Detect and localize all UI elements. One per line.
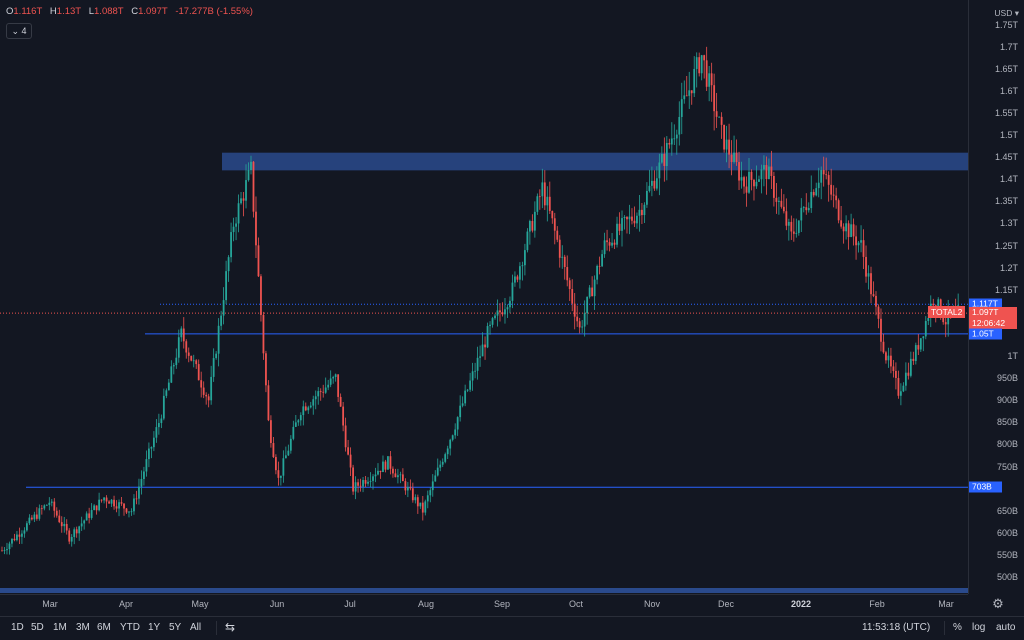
auto-toggle[interactable]: auto xyxy=(996,622,1016,633)
bar-countdown: 12:06:42 xyxy=(972,318,1006,329)
ohlc-legend: O1.116T H1.13T L1.088T C1.097T -17.277B … xyxy=(6,6,258,17)
range-button-1m[interactable]: 1M xyxy=(53,622,67,633)
symbol-tag: TOTAL2 xyxy=(928,306,966,318)
time-tick-label: Apr xyxy=(118,599,134,609)
percent-toggle[interactable]: % xyxy=(953,622,962,633)
resistance-zone[interactable] xyxy=(222,152,968,171)
time-tick-label: Feb xyxy=(869,599,885,609)
gear-icon[interactable]: ⚙ xyxy=(992,596,1004,611)
price-tick-label: 1.35T xyxy=(994,196,1018,207)
indicator-count: 4 xyxy=(21,26,27,36)
low-key: L xyxy=(88,6,95,17)
chart-pane[interactable]: O1.116T H1.13T L1.088T C1.097T -17.277B … xyxy=(0,0,968,594)
time-tick-label: Jul xyxy=(344,599,356,609)
high-key: H xyxy=(49,6,57,17)
price-tick-label: 1.3T xyxy=(999,218,1018,229)
price-tick-label: 1.65T xyxy=(994,63,1018,74)
range-button-1d[interactable]: 1D xyxy=(11,622,24,633)
price-tick-label: 1.6T xyxy=(999,85,1018,96)
price-tick-label: 1.2T xyxy=(999,262,1018,273)
price-tick-label: 750B xyxy=(996,461,1018,472)
current-price-tag: 1.097T 12:06:42 xyxy=(969,307,1017,330)
divider xyxy=(944,621,945,635)
price-tick-label: 550B xyxy=(996,549,1018,560)
price-tick-label: 1.7T xyxy=(999,41,1018,52)
log-toggle[interactable]: log xyxy=(972,622,986,633)
range-button-3m[interactable]: 3M xyxy=(76,622,90,633)
range-button-1y[interactable]: 1Y xyxy=(148,622,161,633)
chevron-down-icon: ▾ xyxy=(1014,8,1019,18)
price-tag-support-line: 703B xyxy=(969,481,1002,493)
time-axis[interactable]: Mar Apr May Jun Jul Aug Sep Oct Nov Dec 2022 Feb Mar xyxy=(0,594,968,616)
price-tag-upper-line: 1.117T xyxy=(969,298,1002,310)
current-price: 1.097T xyxy=(972,307,999,318)
change-value: -17.277B (-1.55%) xyxy=(175,6,253,17)
range-button-all[interactable]: All xyxy=(190,622,202,633)
low-value: 1.088T xyxy=(94,6,124,17)
time-tick-label: Mar xyxy=(938,599,954,609)
price-tick-label: 950B xyxy=(996,373,1018,384)
divider xyxy=(216,621,217,635)
time-tick-label: Sep xyxy=(493,599,511,609)
price-axis[interactable]: USD ▾ 1.8T1.75T1.7T1.65T1.6T1.55T1.5T1.4… xyxy=(968,0,1024,594)
time-tick-label: Aug xyxy=(417,599,435,609)
price-tick-label: 1.5T xyxy=(999,130,1018,140)
date-range-icon[interactable]: ⇆ xyxy=(225,620,236,634)
price-tick-label: 1.75T xyxy=(994,19,1018,30)
time-tick-label: Dec xyxy=(717,599,735,609)
open-key: O xyxy=(6,6,14,17)
time-tick-label: May xyxy=(191,599,209,609)
close-value: 1.097T xyxy=(138,6,168,17)
bottom-toolbar: 1D 5D 1M 3M 6M YTD 1Y 5Y All ⇆ 11:53:18 (UTC) % … xyxy=(0,616,1024,640)
price-tick-label: 500B xyxy=(996,572,1018,582)
range-button-5y[interactable]: 5Y xyxy=(169,622,182,633)
currency-selector[interactable]: USD ▾ xyxy=(975,7,1019,20)
price-tick-label: 650B xyxy=(996,505,1018,516)
price-tick-label: 850B xyxy=(996,417,1018,428)
time-tick-label: Mar xyxy=(42,599,58,609)
price-tag-lower-line: 1.05T xyxy=(969,328,1002,340)
time-tick-label: Oct xyxy=(568,599,584,609)
high-value: 1.13T xyxy=(56,6,82,17)
range-button-5d[interactable]: 5D xyxy=(31,622,44,633)
price-tick-label: 1T xyxy=(1007,351,1018,361)
price-tick-label: 1.45T xyxy=(994,152,1018,163)
price-tick-label: 800B xyxy=(996,439,1018,450)
price-tick-label: 1.4T xyxy=(999,174,1018,185)
time-tick-label: Nov xyxy=(643,599,661,609)
time-tick-label: 2022 xyxy=(790,599,812,609)
range-button-6m[interactable]: 6M xyxy=(97,622,111,633)
time-tick-label: Jun xyxy=(269,599,285,609)
price-tick-label: 1.25T xyxy=(994,240,1018,251)
open-value: 1.116T xyxy=(13,6,43,17)
price-tick-label: 600B xyxy=(996,527,1018,538)
close-key: C xyxy=(131,6,139,17)
utc-clock[interactable]: 11:53:18 (UTC) xyxy=(862,622,931,633)
price-tick-label: 900B xyxy=(996,395,1018,406)
currency-label: USD xyxy=(994,8,1013,18)
price-chart[interactable] xyxy=(0,0,968,594)
price-tick-label: 1.15T xyxy=(994,284,1018,295)
price-tick-label: 1.55T xyxy=(994,107,1018,118)
indicators-collapse-button[interactable]: ⌄ 4 xyxy=(6,23,32,39)
range-button-ytd[interactable]: YTD xyxy=(120,622,140,633)
bottom-zone[interactable] xyxy=(0,588,968,593)
chevron-down-icon: ⌄ xyxy=(11,26,19,36)
